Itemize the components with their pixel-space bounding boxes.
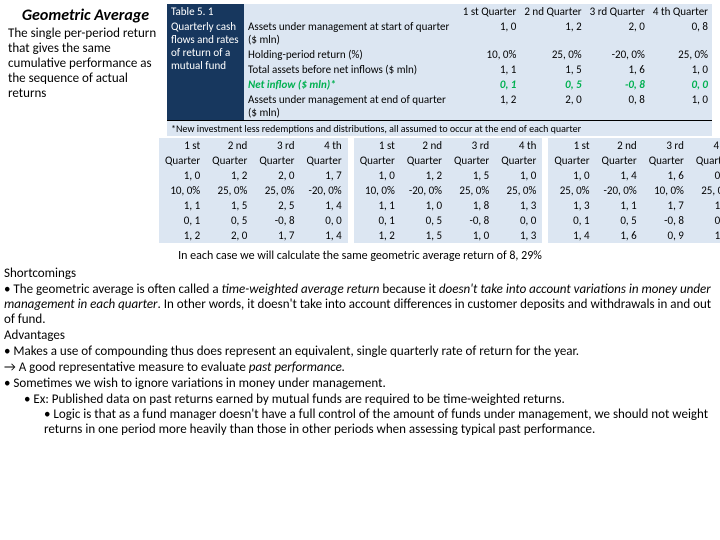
bullet-2: • Makes a use of compounding thus does r… <box>4 345 716 360</box>
small-table-2: 1 st2 nd3 rd4 thQuarterQuarterQuarterQua… <box>548 138 720 243</box>
top-section: Geometric Average The single per-period … <box>4 4 716 136</box>
r4-label: Net inflow ($ mln)* <box>244 77 459 92</box>
bullet-1: • The geometric average is often called … <box>4 283 716 328</box>
shortcomings-heading: Shortcomings <box>4 267 716 282</box>
left-column: Geometric Average The single per-period … <box>4 4 167 102</box>
small-table-1: 1 st2 nd3 rd4 thQuarterQuarterQuarterQua… <box>354 138 543 243</box>
advantages-heading: Advantages <box>4 329 716 344</box>
bullet-4: • Sometimes we wish to ignore variations… <box>4 377 716 392</box>
calc-line: In each case we will calculate the same … <box>4 249 716 263</box>
bullet-6: • Logic is that as a fund manager doesn'… <box>4 408 716 438</box>
footnote: *New investment less redemptions and dis… <box>167 121 712 137</box>
r5-label: Assets under management at end of quarte… <box>244 92 459 121</box>
bullet-3: → A good representative measure to evalu… <box>4 361 716 376</box>
col-q4: 4 th Quarter <box>649 4 712 19</box>
col-q2: 2 nd Quarter <box>520 4 585 19</box>
bullet-5: • Ex: Published data on past returns ear… <box>4 393 716 408</box>
main-table: Table 5. 1 1 st Quarter 2 nd Quarter 3 r… <box>167 4 712 136</box>
definition: The single per-period return that gives … <box>8 27 163 102</box>
r3-label: Total assets before net inflows ($ mln) <box>244 62 459 77</box>
small-tables-row: 1 st2 nd3 rd4 thQuarterQuarterQuarterQua… <box>159 138 716 243</box>
table-desc: Quarterly cash flows and rates of return… <box>167 19 244 92</box>
heading: Geometric Average <box>8 6 163 25</box>
table-title: Table 5. 1 <box>167 4 244 19</box>
col-q3: 3 rd Quarter <box>586 4 649 19</box>
r1-label: Assets under management at start of quar… <box>244 19 459 47</box>
small-table-0: 1 st2 nd3 rd4 thQuarterQuarterQuarterQua… <box>159 138 348 243</box>
col-q1: 1 st Quarter <box>459 4 521 19</box>
body-text: Shortcomings • The geometric average is … <box>4 267 716 438</box>
r2-label: Holding-period return (%) <box>244 47 459 62</box>
